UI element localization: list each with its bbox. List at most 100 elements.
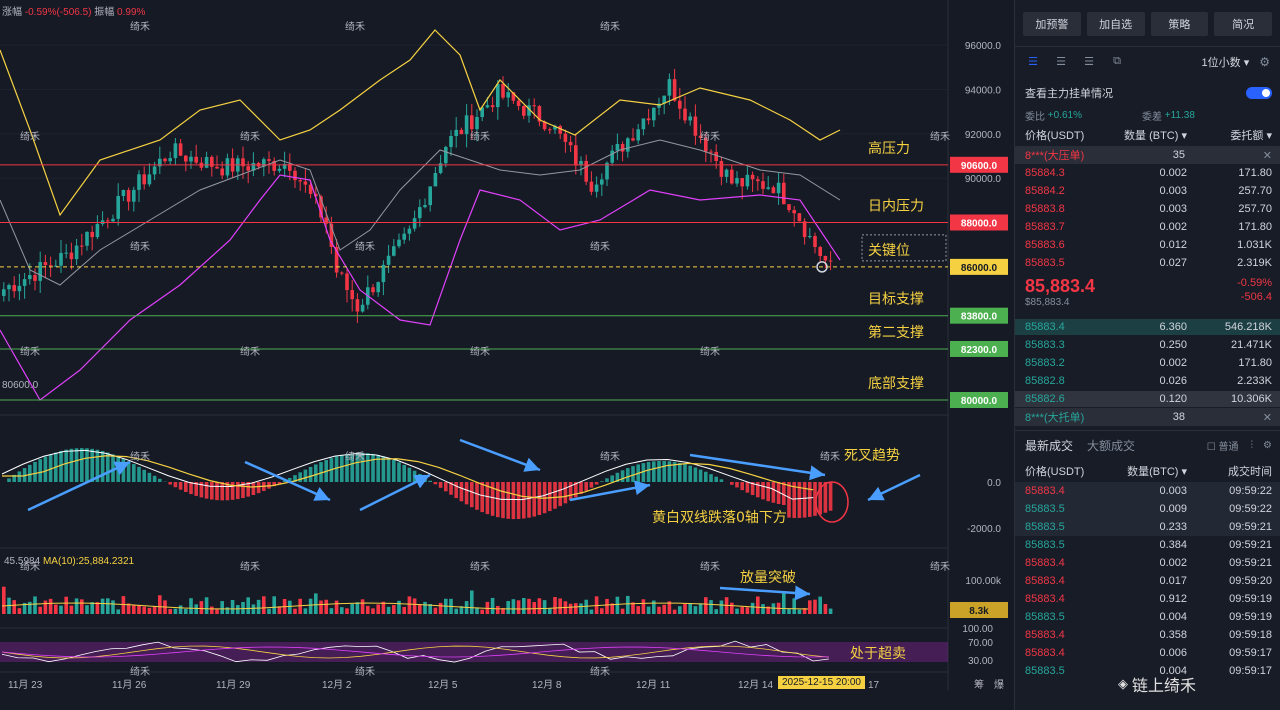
gear-icon[interactable]: ⚙ [1259,54,1270,69]
volume-note: 放量突破 [740,570,796,586]
candle-body [303,181,308,185]
candle-body [444,146,448,164]
trade-row[interactable]: 85883.4 0.017 09:59:20 [1015,572,1280,590]
ask-row[interactable]: 85883.8 0.003 257.70 [1015,200,1280,218]
trade-row[interactable]: 85883.5 0.009 09:59:22 [1015,500,1280,518]
candle-body [714,151,718,161]
volume-bar [600,608,604,614]
blue-arrow [569,480,651,502]
trade-row[interactable]: 85883.4 0.006 09:59:17 [1015,644,1280,662]
decimals-select[interactable]: 1位小数 ▾ [1201,56,1250,69]
volume-bar [574,603,578,614]
volume-bar [95,602,100,614]
candle-body [298,180,302,182]
macd-bar [652,461,656,482]
candle-body [371,287,375,293]
bid-row[interactable]: 85883.2 0.002 171.80 [1015,354,1280,372]
candle-body [225,158,230,176]
macd-bar [345,454,349,482]
level-badge-value: 82300.0 [961,345,998,356]
header-depth[interactable]: 委托额 ▾ [1230,130,1272,142]
volume-bar [22,602,27,614]
volume-bar [714,609,718,614]
macd-bar [334,456,339,482]
candle-body [766,187,770,189]
ask-row[interactable]: 85883.6 0.012 1.031K [1015,236,1280,254]
candle-body [605,162,609,180]
trades-header-qty[interactable]: 数量(BTC) ▾ [1127,466,1187,478]
add-watchlist-button[interactable]: 加自选 [1086,12,1145,36]
macd-bar [433,482,438,485]
volume-bar [641,599,646,614]
chart-area[interactable]: 涨幅 -0.59%(-506.5) 振幅 0.99% 96000.0 94000.… [0,0,1012,710]
header-qty[interactable]: 数量 (BTC) ▾ [1124,130,1187,142]
trade-time: 09:59:18 [1229,629,1272,641]
macd-bar [693,467,698,482]
volume-bar [12,600,16,614]
trade-row[interactable]: 85883.5 0.004 09:59:19 [1015,608,1280,626]
trade-row[interactable]: 85883.5 0.233 09:59:21 [1015,518,1280,536]
both-sides-icon[interactable]: ☰ [1028,55,1038,68]
watermark-text: 绮禾 [130,240,150,253]
x-axis-label: 11月 29 [216,679,251,691]
trade-row[interactable]: 85883.4 0.003 09:59:22 [1015,482,1280,500]
level-annotation: 日内压力 [868,199,924,215]
filter-icon[interactable]: ⫶ [1250,440,1254,451]
macd-bar [132,464,136,482]
trade-row[interactable]: 85883.5 0.004 09:59:17 [1015,662,1280,680]
macd-bar [688,465,692,482]
macd-bar [194,482,198,496]
candle-body [204,156,209,168]
add-alert-button[interactable]: 加预警 [1023,12,1081,36]
ask-row[interactable]: 85883.5 0.027 2.319K [1015,254,1280,272]
trade-time: 09:59:19 [1229,593,1272,605]
blue-arrow [459,438,541,472]
gear-icon[interactable]: ⚙ [1263,440,1272,451]
candle-body [657,103,661,108]
macd-bar [386,458,391,482]
watermark-text: 绮禾 [355,665,375,678]
ask-row[interactable]: 85883.7 0.002 171.80 [1015,218,1280,236]
candle-body [319,196,323,218]
close-icon[interactable]: ✕ [1262,149,1272,162]
candle-body [132,189,136,202]
bid-row[interactable]: 85882.6 0.120 10.306K [1015,390,1280,408]
overview-button[interactable]: 简况 [1214,12,1272,36]
volume-bar [584,599,588,614]
normal-checkbox[interactable]: ☐ 普通 [1206,442,1239,453]
volume-bar [69,605,74,614]
ask-row[interactable]: 85884.3 0.002 171.80 [1015,164,1280,182]
bid-row[interactable]: 85883.4 6.360 546.218K [1015,318,1280,336]
bid-row[interactable]: 85883.3 0.250 21.471K [1015,336,1280,354]
ask-row[interactable]: 85884.2 0.003 257.70 [1015,182,1280,200]
close-icon[interactable]: ✕ [1262,411,1272,424]
trade-row[interactable]: 85883.5 0.384 09:59:21 [1015,536,1280,554]
bid-row[interactable]: 85882.8 0.026 2.233K [1015,372,1280,390]
price-chart[interactable]: 96000.0 94000.0 92000.0 90000.0 90600.0 高压力 88… [0,0,1012,710]
macd-bar [272,482,276,487]
expand-icon[interactable]: ⧉ [1113,54,1121,67]
macd-bar [459,482,464,502]
candle-body [418,207,422,219]
strategy-button[interactable]: 策略 [1150,12,1209,36]
trade-row[interactable]: 85883.4 0.002 09:59:21 [1015,554,1280,572]
candle-body [802,221,807,238]
big-sell-order[interactable]: 8***(大压单) 35 ✕ [1015,146,1280,164]
big-buy-label: 8***(大托单) [1025,412,1085,424]
big-buy-order[interactable]: 8***(大托单) 38 ✕ [1015,408,1280,426]
level-annotation: 关键位 [868,243,910,259]
tab-large-trades[interactable]: 大额成交 [1087,439,1136,453]
candle-body [496,84,500,108]
candle-body [454,129,458,137]
trade-qty: 0.006 [1159,647,1187,659]
candle-body [423,205,427,208]
bids-only-icon[interactable]: ☰ [1056,55,1066,68]
asks-only-icon[interactable]: ☰ [1084,55,1094,68]
trade-row[interactable]: 85883.4 0.358 09:59:18 [1015,626,1280,644]
main-order-toggle[interactable] [1246,87,1272,99]
candle-body [308,184,313,194]
tab-latest-trades[interactable]: 最新成交 [1025,439,1074,453]
trade-row[interactable]: 85883.4 0.912 09:59:19 [1015,590,1280,608]
macd-bar [828,482,833,511]
macd-bar [74,448,79,482]
